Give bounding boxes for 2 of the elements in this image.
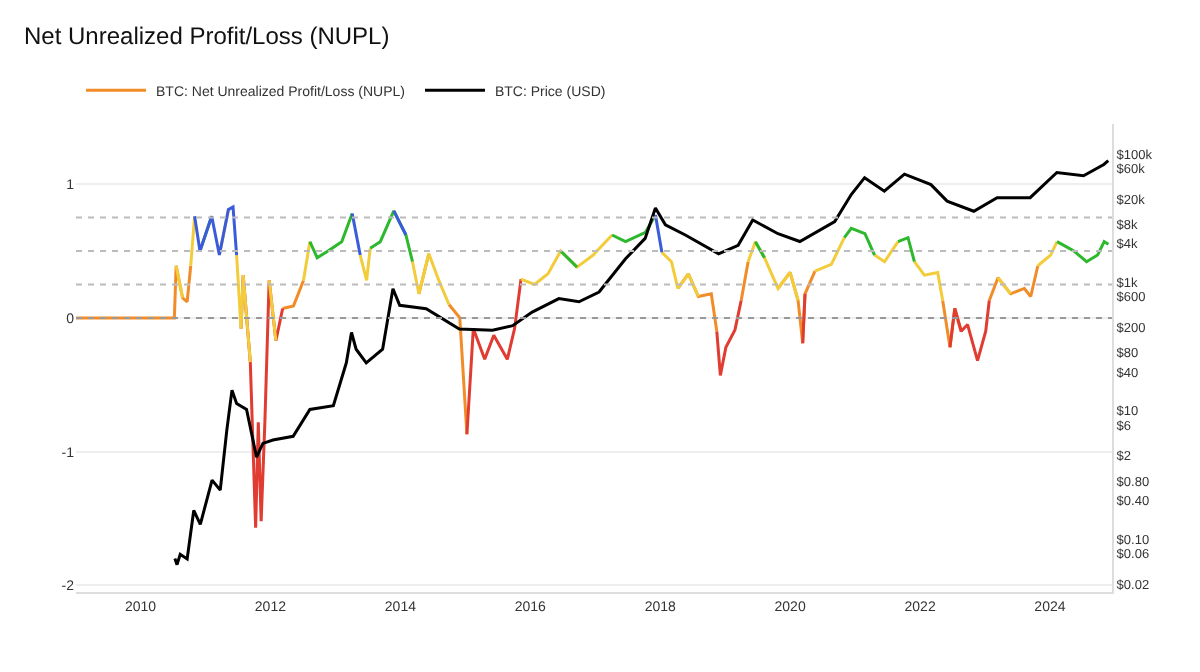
line-series (173, 159, 1110, 567)
chart-title: Net Unrealized Profit/Loss (NUPL) (24, 21, 390, 50)
